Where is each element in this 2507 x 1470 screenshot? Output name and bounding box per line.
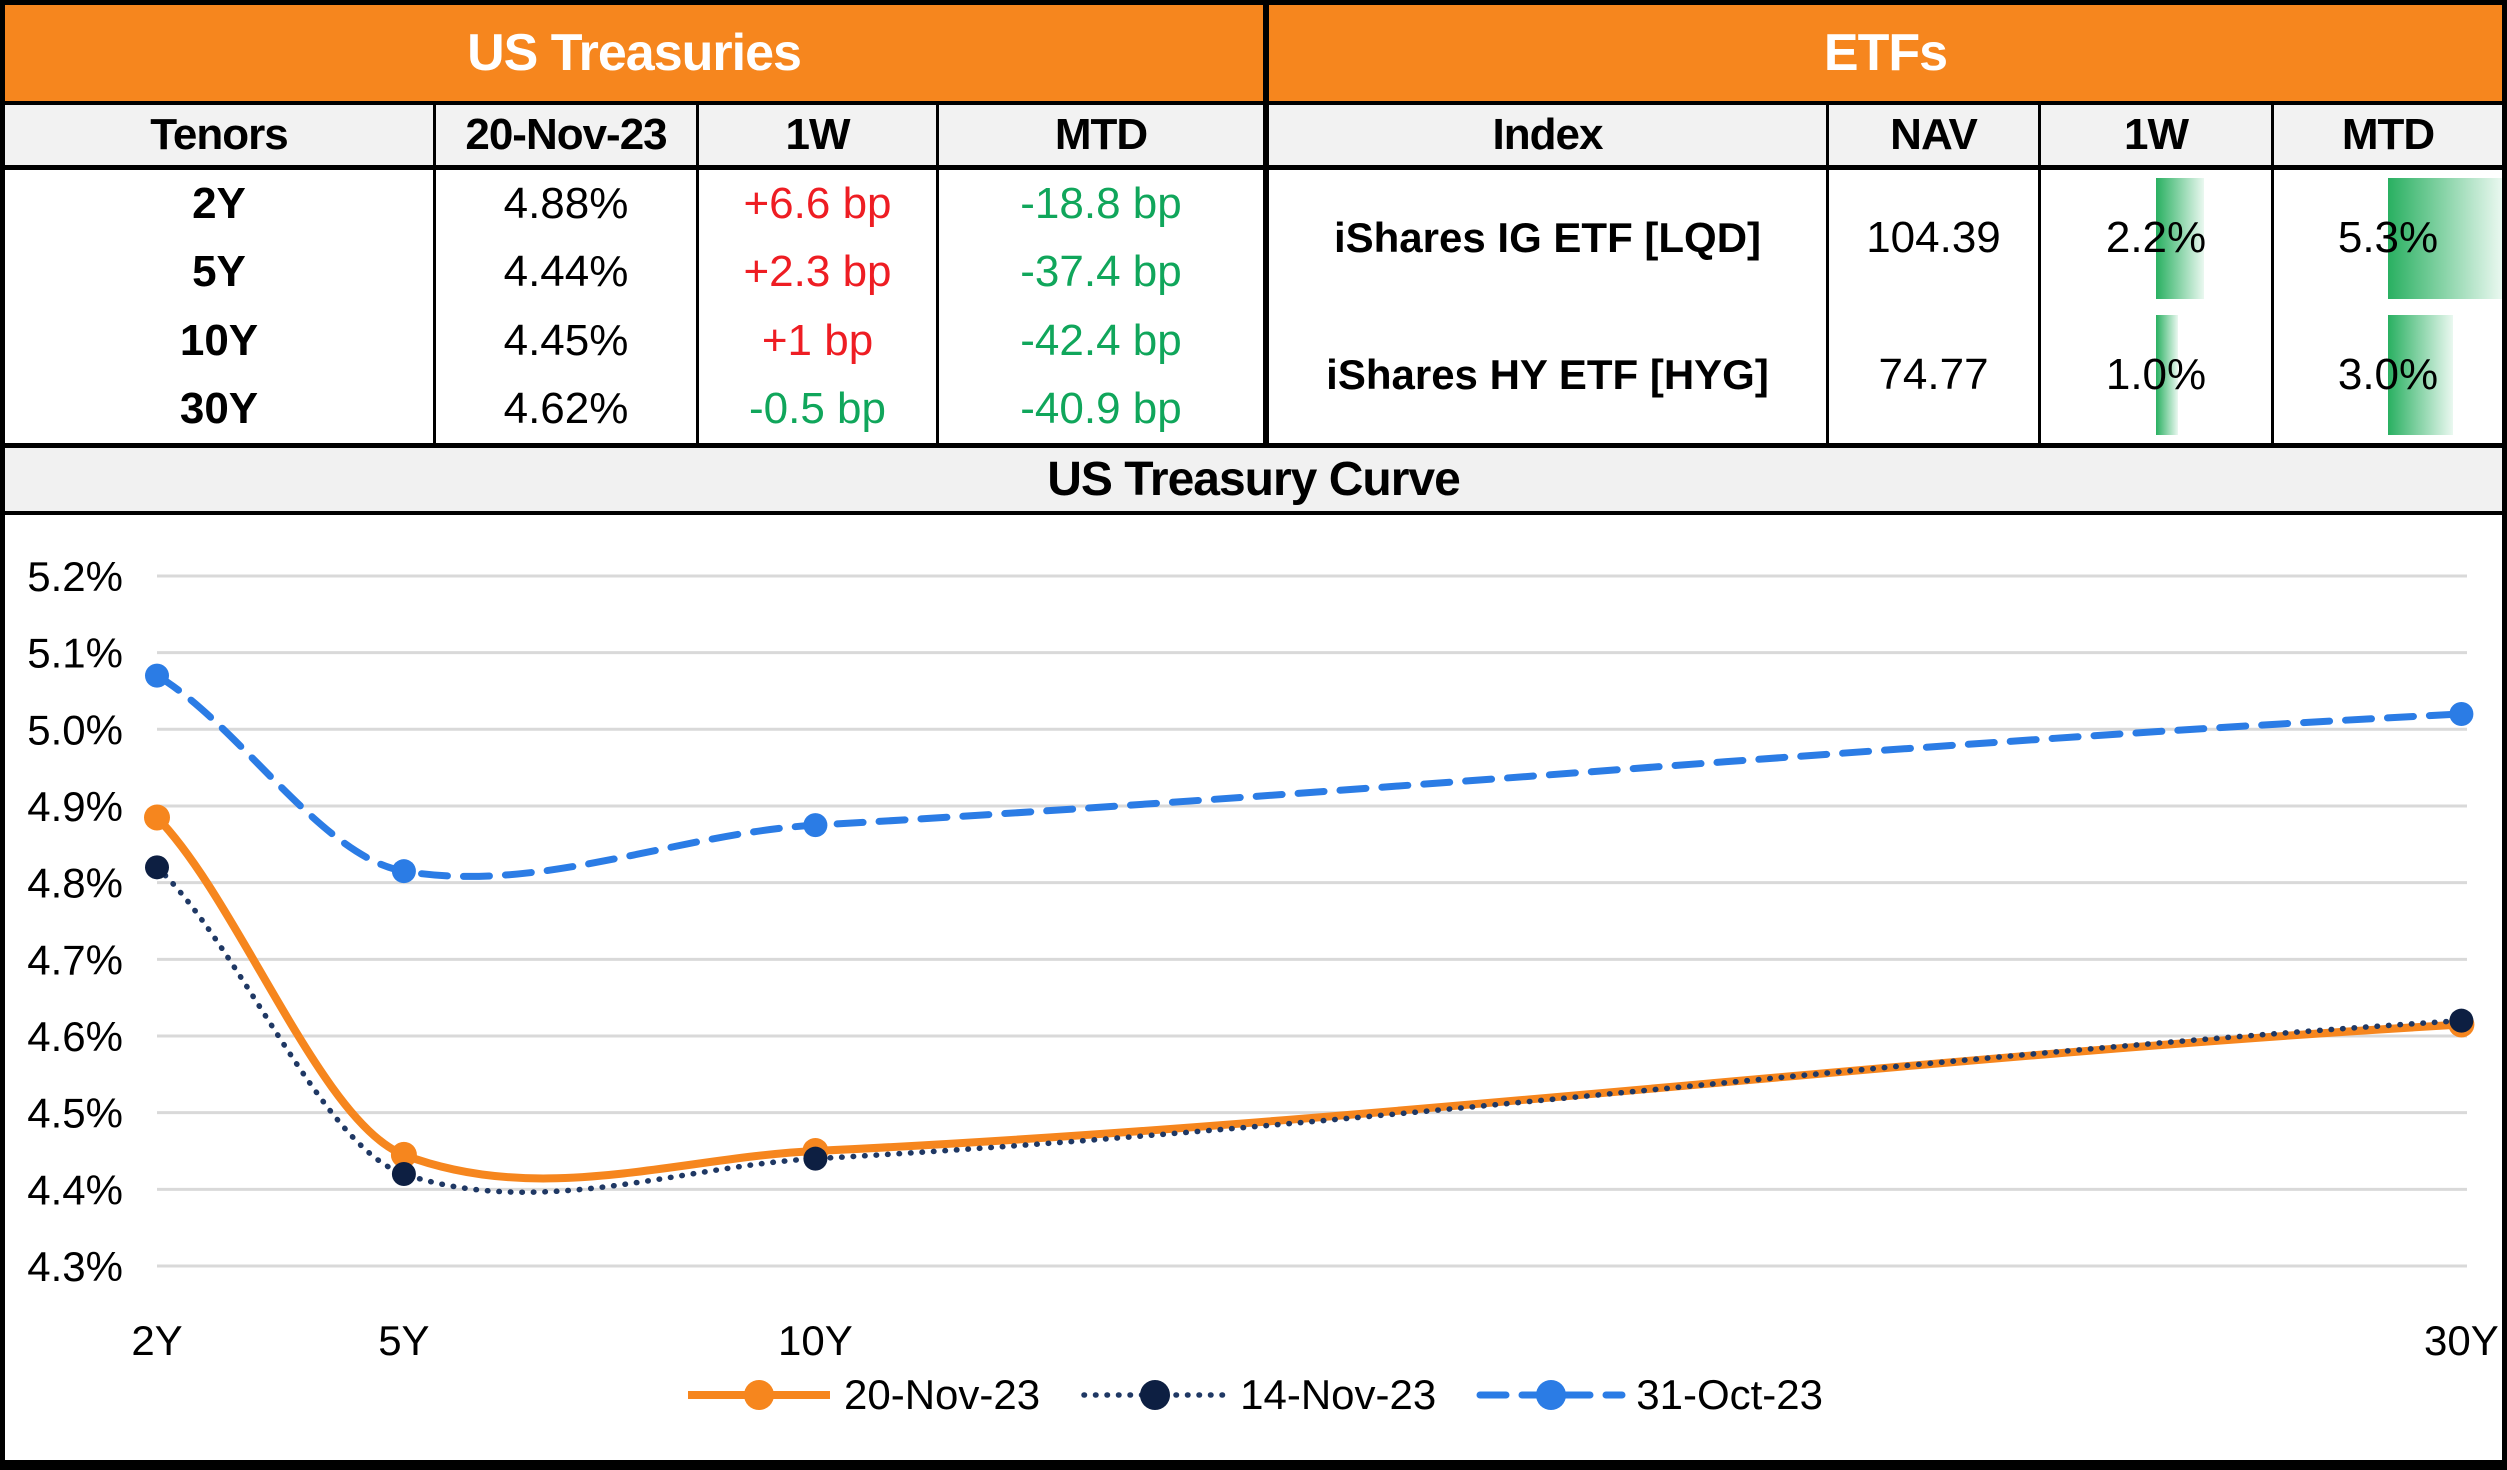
etf-mtd-cell: 3.0% <box>2274 307 2502 444</box>
col-header-1w: 1W <box>2041 105 2274 170</box>
tenor-label: 10Y <box>5 306 436 375</box>
data-bar <box>2156 314 2178 435</box>
data-point-marker-14-Nov-23 <box>145 855 169 880</box>
legend-item-14-Nov-23: 14-Nov-23 <box>1080 1371 1436 1419</box>
y-tick-label: 4.4% <box>27 1166 123 1213</box>
data-point-marker-31-Oct-23 <box>391 859 416 884</box>
etf-name: iShares IG ETF [LQD] <box>1269 170 1829 307</box>
col-header-1w: 1W <box>699 105 939 170</box>
tenor-1w-change: +6.6 bp <box>699 170 939 239</box>
data-bar <box>2388 178 2502 299</box>
data-point-marker-31-Oct-23 <box>803 813 828 838</box>
etf-1w-return: 1.0% <box>2105 349 2207 399</box>
tenor-mtd-change: -40.9 bp <box>1020 383 1182 433</box>
etfs-title: ETFs <box>1269 5 2502 105</box>
tenor-1w-change: +1 bp <box>699 306 939 375</box>
y-tick-label: 5.1% <box>27 630 123 677</box>
data-point-marker-20-Nov-23 <box>144 804 170 831</box>
tenor-rate: 4.88% <box>436 170 699 239</box>
col-header-index: Index <box>1269 105 1829 170</box>
line-chart-canvas: 4.3% 4.4% 4.5% 4.6% 4.7% 4.8% 4.9% 5.0% 5.1% 5.2%… <box>27 553 2499 1364</box>
tenor-label: 5Y <box>5 238 436 307</box>
col-header-nav: NAV <box>1829 105 2041 170</box>
data-point-marker-14-Nov-23 <box>391 1161 416 1186</box>
data-point-marker-31-Oct-23 <box>145 663 169 688</box>
x-tick-label: 5Y <box>378 1317 429 1364</box>
tenor-mtd-change: -42.4 bp <box>1020 315 1182 365</box>
us-treasury-curve-chart: 4.3% 4.4% 4.5% 4.6% 4.7% 4.8% 4.9% 5.0% 5.1% 5.2%… <box>5 515 2502 1460</box>
series-line-20-Nov-23 <box>153 813 2466 1183</box>
us-treasuries-title: US Treasuries <box>5 5 1263 105</box>
series-line-14-Nov-23 <box>154 864 2465 1195</box>
legend-item-31-Oct-23: 31-Oct-23 <box>1476 1371 1823 1419</box>
y-tick-label: 4.6% <box>27 1013 123 1060</box>
etf-1w-return: 2.2% <box>2105 213 2207 263</box>
x-tick-label: 30Y <box>2424 1317 2499 1364</box>
legend-line-sample <box>1476 1380 1626 1410</box>
tenor-rate: 4.44% <box>436 238 699 307</box>
etf-nav: 104.39 <box>1829 170 2041 307</box>
etf-nav: 74.77 <box>1829 306 2041 443</box>
data-bar <box>2156 178 2204 299</box>
legend-line-sample <box>688 1380 831 1410</box>
y-tick-label: 4.9% <box>27 783 123 830</box>
etf-name: iShares HY ETF [HYG] <box>1269 306 1829 443</box>
chart-legend: 20-Nov-23 14-Nov-23 31-Oct-23 <box>5 1363 2502 1427</box>
tenor-rate: 4.62% <box>436 374 699 443</box>
legend-label: 14-Nov-23 <box>1240 1371 1437 1418</box>
data-point-marker-20-Nov-23 <box>390 1141 417 1168</box>
x-tick-label: 10Y <box>778 1317 853 1364</box>
tenor-mtd-change: -37.4 bp <box>1020 247 1182 297</box>
series-line-31-Oct-23 <box>153 672 2465 880</box>
tenor-mtd-change: -18.8 bp <box>1020 179 1182 229</box>
y-tick-label: 5.2% <box>27 553 123 600</box>
chart-title: US Treasury Curve <box>5 443 2502 515</box>
legend-line-sample <box>1081 1380 1229 1410</box>
y-tick-label: 4.7% <box>27 936 123 983</box>
data-bar <box>2388 314 2453 435</box>
col-header-mtd: MTD <box>2274 105 2502 170</box>
etf-1w-cell: 2.2% <box>2041 170 2274 307</box>
legend-item-20-Nov-23: 20-Nov-23 <box>684 1371 1040 1419</box>
legend-label: 20-Nov-23 <box>844 1371 1041 1418</box>
etf-mtd-cell: 5.3% <box>2274 170 2502 307</box>
etf-mtd-return: 5.3% <box>2337 213 2439 263</box>
y-tick-label: 4.8% <box>27 860 123 907</box>
y-tick-label: 4.5% <box>27 1090 123 1137</box>
data-point-marker-14-Nov-23 <box>803 1146 828 1171</box>
tenor-label: 30Y <box>5 374 436 443</box>
tenor-1w-change: -0.5 bp <box>699 374 939 443</box>
tenor-1w-change: +2.3 bp <box>699 238 939 307</box>
etfs-table: ETFs Index NAV 1W MTD iShares IG ETF [LQ… <box>1263 5 2502 443</box>
y-tick-label: 4.3% <box>27 1243 123 1290</box>
data-point-marker-14-Nov-23 <box>2449 1008 2474 1033</box>
col-header-date: 20-Nov-23 <box>436 105 699 170</box>
x-tick-label: 2Y <box>131 1317 182 1364</box>
tenor-label: 2Y <box>5 170 436 239</box>
etf-mtd-return: 3.0% <box>2337 349 2439 399</box>
data-point-marker-31-Oct-23 <box>2449 701 2474 726</box>
col-header-tenors: Tenors <box>5 105 436 170</box>
tenor-rate: 4.45% <box>436 306 699 375</box>
col-header-mtd: MTD <box>939 105 1263 170</box>
us-treasuries-table: US Treasuries Tenors 20-Nov-23 1W MTD 2Y… <box>5 5 1263 443</box>
legend-label: 31-Oct-23 <box>1636 1371 1823 1418</box>
etf-1w-cell: 1.0% <box>2041 306 2274 443</box>
y-tick-label: 5.0% <box>27 706 123 753</box>
